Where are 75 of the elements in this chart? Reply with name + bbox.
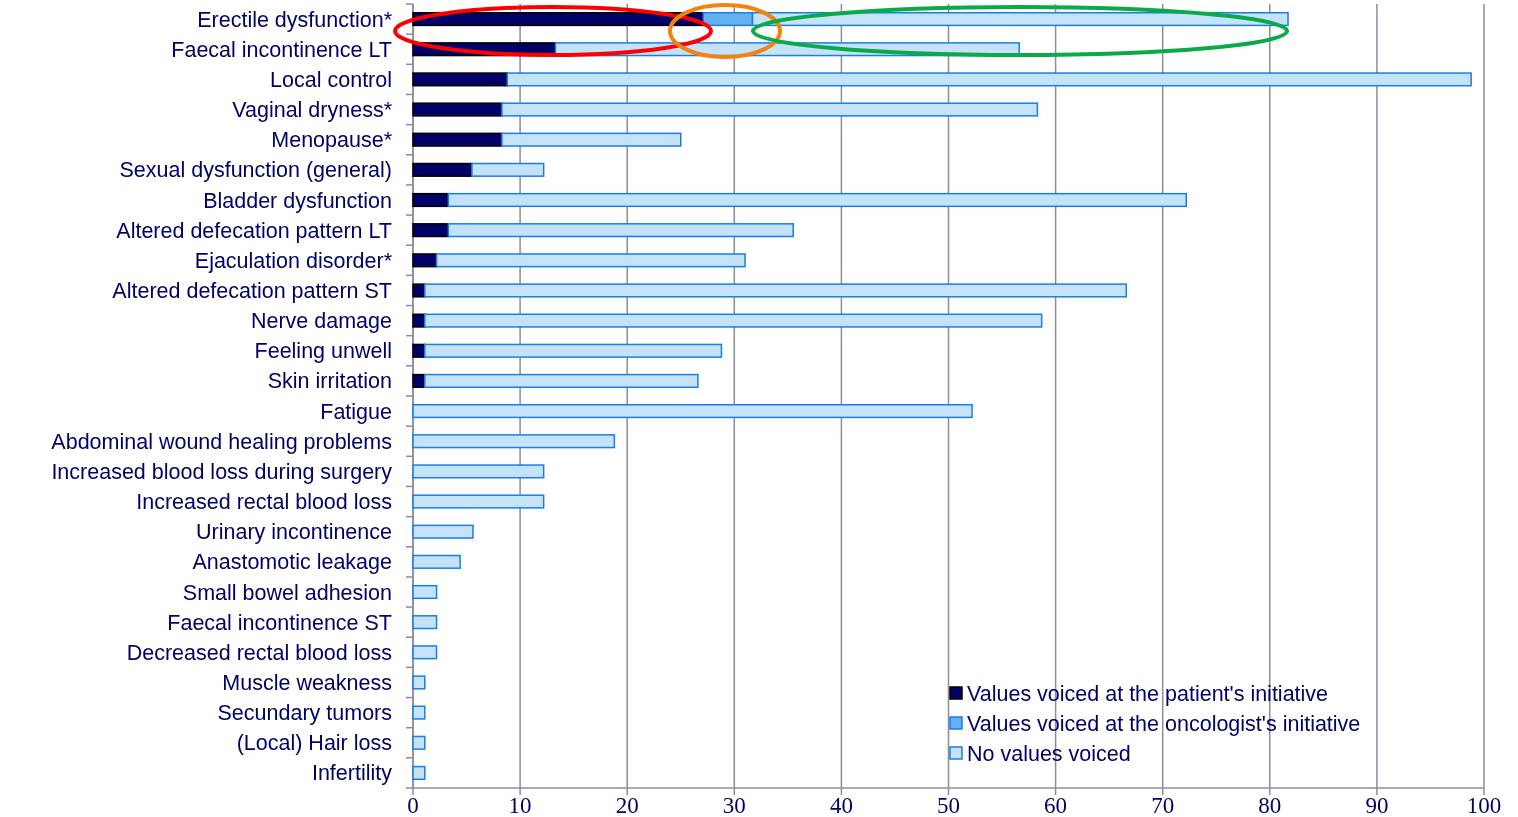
bar [412,404,973,419]
y-tick-label: (Local) Hair loss [236,731,392,756]
y-tick-label: Increased rectal blood loss [136,490,392,515]
bar [412,72,508,87]
y-tick-label: Ejaculation disorder* [194,248,393,273]
bar [412,253,438,268]
bar [501,132,682,147]
bar [447,223,794,238]
y-tick-label: Decreased rectal blood loss [126,640,392,665]
bar [412,705,426,720]
bar [412,554,461,569]
x-tick-label: 10 [508,793,532,817]
x-tick-label: 0 [407,793,419,817]
bar [412,132,503,147]
y-tick-label: Increased blood loss during surgery [51,459,393,484]
bar [412,283,426,298]
y-tick-label: Skin irritation [267,369,392,394]
bar [412,313,426,328]
bar [412,343,426,358]
bar [412,645,438,660]
x-tick-label: 90 [1365,793,1389,817]
bar [412,494,545,509]
y-tick-label: Vaginal dryness* [232,98,393,123]
y-tick-label: Altered defecation pattern ST [112,278,392,303]
bar [424,373,699,389]
x-tick-label: 70 [1151,793,1175,817]
y-tick-label: Altered defecation pattern LT [116,218,392,243]
y-tick-label: Urinary incontinence [196,520,392,545]
x-tick-label: 50 [937,793,960,817]
bar [424,343,723,358]
legend-label: Values voiced at the oncologist's initiative [967,711,1361,736]
bar [501,102,1039,117]
y-tick-label: Muscle weakness [222,670,392,695]
y-tick-label: Sexual dysfunction (general) [119,158,392,183]
y-tick-label: Erectile dysfunction* [197,7,393,32]
bar [412,584,438,600]
bar [412,675,426,690]
bar [412,735,426,750]
bar [412,223,450,238]
y-tick-label: Bladder dysfunction [203,188,392,213]
legend-label: Values voiced at the patient's initiative [967,681,1329,706]
x-tick-label: 40 [829,793,853,817]
bar [412,102,503,117]
y-tick-label: Abdominal wound healing problems [51,429,392,454]
y-tick-label: Fatigue [320,399,392,424]
x-tick-label: 60 [1044,793,1068,817]
y-tick-label: Secundary tumors [217,701,392,726]
x-tick-label: 100 [1466,793,1502,817]
y-tick-label: Anastomotic leakage [192,550,392,575]
bar [412,464,545,479]
bar [506,72,1472,87]
y-tick-label: Faecal incontinence LT [171,37,392,62]
x-tick-label: 20 [615,793,639,817]
legend-label: No values voiced [967,741,1131,766]
x-tick-label: 30 [722,793,746,817]
y-tick-label: Nerve damage [250,309,392,334]
y-tick-label: Local control [270,67,392,92]
y-tick-label: Small bowel adhesion [182,580,392,605]
y-tick-label: Feeling unwell [254,339,392,364]
y-tick-label: Menopause* [271,128,393,153]
bar [412,615,438,630]
bar [412,434,616,449]
y-tick-label: Faecal incontinence ST [167,610,392,635]
bar [471,162,545,177]
bar [412,192,450,208]
bar [412,765,426,781]
bar [447,192,1188,208]
bar [435,253,746,268]
bar [412,373,426,389]
bar [424,283,1128,298]
bar [412,524,474,539]
x-tick-label: 80 [1258,793,1282,817]
bar [412,162,473,177]
y-tick-label: Infertility [311,761,393,786]
bar [424,313,1043,328]
